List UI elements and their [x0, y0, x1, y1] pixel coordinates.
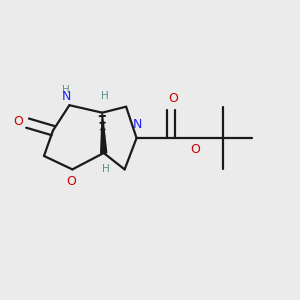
Text: O: O	[168, 92, 178, 105]
Polygon shape	[101, 113, 107, 153]
Text: N: N	[133, 118, 142, 131]
Text: O: O	[14, 115, 23, 128]
Text: H: H	[101, 91, 109, 101]
Text: H: H	[102, 164, 110, 174]
Text: O: O	[66, 175, 76, 188]
Text: N: N	[62, 90, 71, 103]
Text: H: H	[62, 85, 70, 95]
Text: O: O	[190, 143, 200, 156]
